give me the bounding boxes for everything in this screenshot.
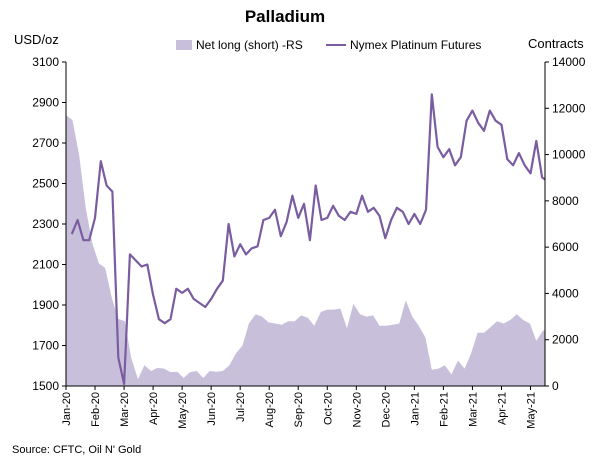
right-axis-tick-label: 12000 [552,101,586,115]
left-axis-tick-label: 2700 [32,136,59,150]
x-axis-tick-label: Feb-20 [90,392,102,427]
source-note: Source: CFTC, Oil N' Gold [12,444,141,456]
x-axis-tick-label: Dec-20 [380,392,392,427]
x-axis-tick-label: Apr-21 [496,392,508,425]
left-axis-tick-label: 2300 [32,217,59,231]
net-long-area-layer [66,115,545,386]
x-axis-tick-label: May-21 [525,392,537,429]
right-axis-tick-label: 8000 [552,194,579,208]
left-axis-tick-label: 2100 [32,258,59,272]
x-axis-tick-label: Feb-21 [438,392,450,427]
x-axis-tick-label: Jan-21 [409,392,421,426]
right-axis-tick-label: 2000 [552,333,579,347]
legend-label-platinum: Nymex Platinum Futures [350,38,481,52]
right-axis-tick-label: 10000 [552,148,586,162]
platinum-futures-line [70,93,546,386]
right-axis-tick-label: 6000 [552,240,579,254]
x-axis-tick-label: Jun-20 [206,392,218,426]
left-axis-tick-label: 3100 [32,55,59,69]
x-axis-tick-label: Nov-20 [351,392,363,427]
x-axis-tick-label: Apr-20 [148,392,160,425]
left-axis-tick-label: 1700 [32,339,59,353]
right-axis-tick-label: 14000 [552,55,586,69]
x-axis-tick-label: Mar-20 [119,392,131,427]
legend: Net long (short) -RS Nymex Platinum Futu… [176,38,481,52]
left-axis-tick-label: 1900 [32,298,59,312]
chart-title: Palladium [245,7,325,26]
left-axis-title: USD/oz [14,32,59,47]
legend-label-net-long: Net long (short) -RS [196,38,303,52]
x-axis-tick-label: Aug-20 [264,392,276,427]
x-axis-tick-label: May-20 [177,392,189,429]
left-axis-tick-label: 2900 [32,96,59,110]
x-axis-tick-label: Jul-20 [235,392,247,422]
x-axis-tick-label: Jan-20 [61,392,73,426]
right-axis-tick-label: 0 [552,379,559,393]
x-axis-tick-label: Sep-20 [293,392,305,427]
legend-swatch-net-long [176,40,192,50]
platinum-line-layer [70,93,546,386]
net-long-area [66,115,545,386]
right-axis-title: Contracts [528,36,584,51]
axes-layer: 1500 1700 1900 2100 2300 2500 2700 2900 3100 0 200… [32,55,585,429]
left-axis-tick-label: 1500 [32,379,59,393]
left-axis-tick-label: 2500 [32,177,59,191]
right-axis-tick-label: 4000 [552,286,579,300]
x-axis-tick-label: Mar-21 [467,392,479,427]
x-axis-tick-label: Oct-20 [322,392,334,425]
